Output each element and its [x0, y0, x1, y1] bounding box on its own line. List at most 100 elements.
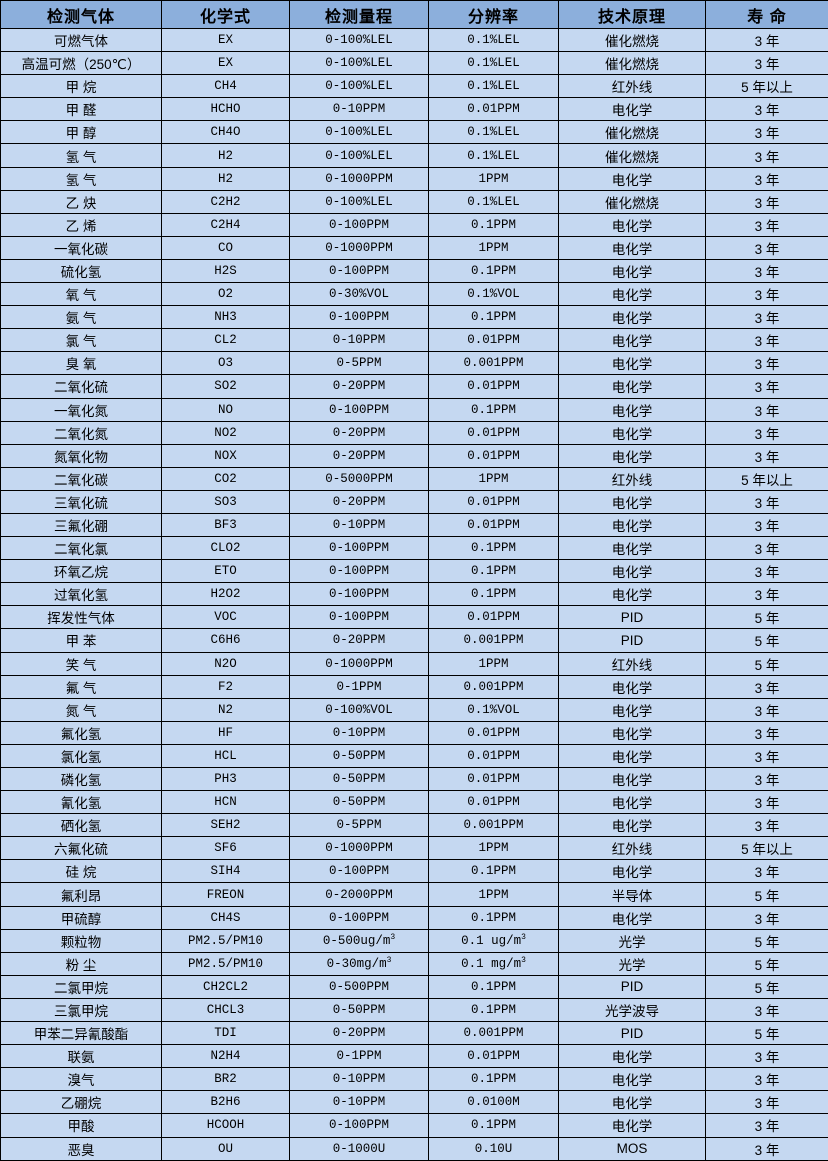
resolution: 0.1PPM [429, 1068, 559, 1091]
chemical-formula: BR2 [162, 1068, 290, 1091]
technology-principle: MOS [559, 1137, 706, 1160]
resolution: 0.10U [429, 1137, 559, 1160]
detection-range: 0-50PPM [290, 791, 429, 814]
gas-name: 氰化氢 [1, 791, 162, 814]
service-life: 3 年 [706, 29, 828, 52]
chemical-formula: CH2CL2 [162, 975, 290, 998]
resolution: 0.1PPM [429, 906, 559, 929]
chemical-formula: FREON [162, 883, 290, 906]
service-life: 5 年 [706, 975, 828, 998]
detection-range: 0-20PPM [290, 1022, 429, 1045]
service-life: 3 年 [706, 306, 828, 329]
detection-range: 0-500PPM [290, 975, 429, 998]
gas-name: 挥发性气体 [1, 606, 162, 629]
chemical-formula: B2H6 [162, 1091, 290, 1114]
resolution: 0.1PPM [429, 860, 559, 883]
service-life: 3 年 [706, 167, 828, 190]
chemical-formula: H2S [162, 259, 290, 282]
service-life: 3 年 [706, 1137, 828, 1160]
gas-name: 硫化氢 [1, 259, 162, 282]
chemical-formula: SO3 [162, 490, 290, 513]
detection-range: 0-100%LEL [290, 52, 429, 75]
resolution: 0.1 ug/m3 [429, 929, 559, 952]
gas-name: 环氧乙烷 [1, 560, 162, 583]
detection-range: 0-100%LEL [290, 190, 429, 213]
technology-principle: 电化学 [559, 375, 706, 398]
service-life: 3 年 [706, 121, 828, 144]
chemical-formula: EX [162, 29, 290, 52]
chemical-formula: SF6 [162, 837, 290, 860]
resolution: 0.001PPM [429, 629, 559, 652]
detection-range: 0-50PPM [290, 768, 429, 791]
header-row: 检测气体 化学式 检测量程 分辨率 技术原理 寿 命 [1, 1, 828, 29]
gas-name: 氮氧化物 [1, 444, 162, 467]
gas-name: 氯 气 [1, 329, 162, 352]
resolution: 0.01PPM [429, 1045, 559, 1068]
resolution: 0.01PPM [429, 606, 559, 629]
chemical-formula: F2 [162, 675, 290, 698]
resolution: 1PPM [429, 236, 559, 259]
resolution: 0.01PPM [429, 768, 559, 791]
technology-principle: 电化学 [559, 860, 706, 883]
technology-principle: 电化学 [559, 791, 706, 814]
technology-principle: 电化学 [559, 675, 706, 698]
chemical-formula: N2H4 [162, 1045, 290, 1068]
detection-range: 0-10PPM [290, 1068, 429, 1091]
technology-principle: 电化学 [559, 1114, 706, 1137]
gas-name: 硅 烷 [1, 860, 162, 883]
technology-principle: 光学 [559, 952, 706, 975]
column-header-principle: 技术原理 [559, 1, 706, 29]
gas-name: 甲 苯 [1, 629, 162, 652]
chemical-formula: SIH4 [162, 860, 290, 883]
resolution: 0.1%LEL [429, 75, 559, 98]
detection-range: 0-20PPM [290, 375, 429, 398]
gas-name: 甲 醛 [1, 98, 162, 121]
detection-range: 0-1PPM [290, 675, 429, 698]
resolution: 0.1PPM [429, 583, 559, 606]
service-life: 3 年 [706, 98, 828, 121]
service-life: 3 年 [706, 236, 828, 259]
chemical-formula: CH4O [162, 121, 290, 144]
technology-principle: 电化学 [559, 906, 706, 929]
detection-range: 0-1000PPM [290, 167, 429, 190]
technology-principle: 红外线 [559, 467, 706, 490]
gas-name: 氟 气 [1, 675, 162, 698]
gas-name: 磷化氢 [1, 768, 162, 791]
resolution: 0.1%LEL [429, 29, 559, 52]
technology-principle: 电化学 [559, 352, 706, 375]
gas-name: 甲 醇 [1, 121, 162, 144]
detection-range: 0-100PPM [290, 560, 429, 583]
resolution: 0.1%LEL [429, 52, 559, 75]
service-life: 5 年 [706, 629, 828, 652]
resolution: 0.001PPM [429, 352, 559, 375]
technology-principle: 电化学 [559, 167, 706, 190]
resolution: 0.1%VOL [429, 698, 559, 721]
service-life: 3 年 [706, 721, 828, 744]
gas-name: 氟利昂 [1, 883, 162, 906]
technology-principle: PID [559, 1022, 706, 1045]
technology-principle: 电化学 [559, 583, 706, 606]
service-life: 3 年 [706, 1045, 828, 1068]
technology-principle: 电化学 [559, 513, 706, 536]
service-life: 5 年 [706, 952, 828, 975]
technology-principle: 电化学 [559, 329, 706, 352]
